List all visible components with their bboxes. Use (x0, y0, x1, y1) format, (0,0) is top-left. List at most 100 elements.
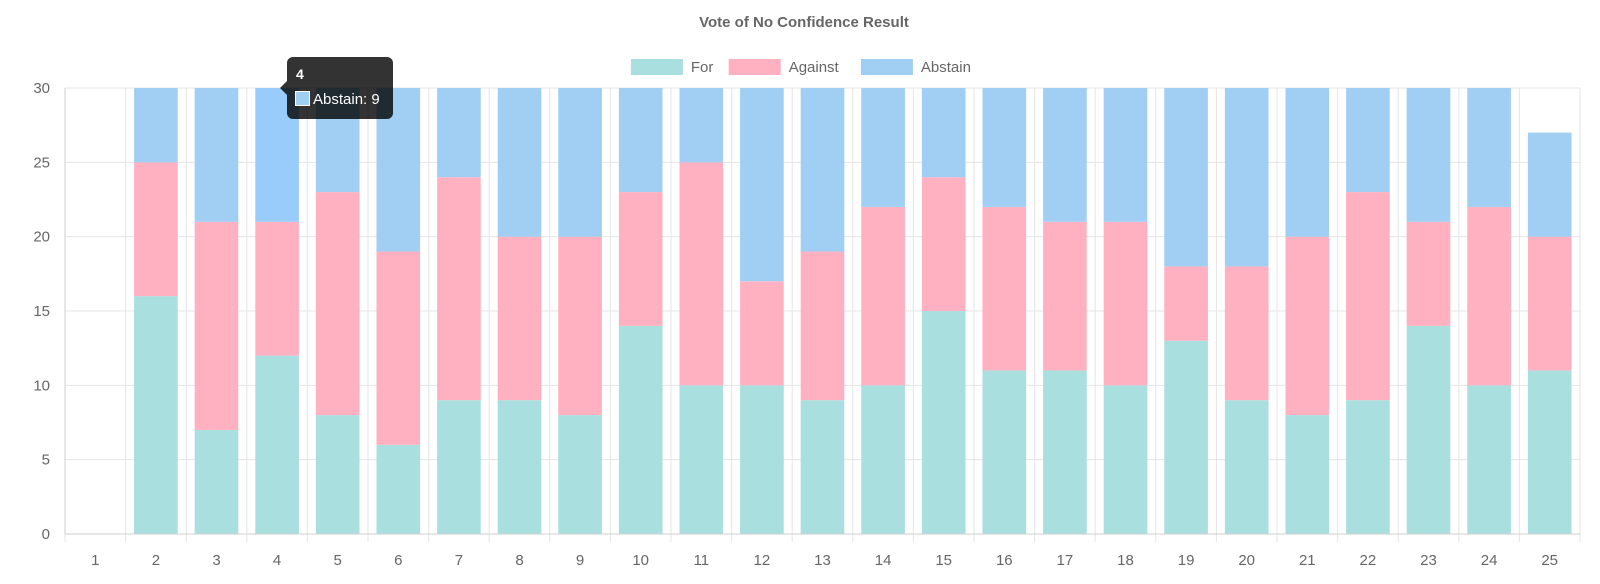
y-tick-label: 20 (33, 229, 50, 246)
bar-for-12[interactable] (740, 385, 784, 534)
bar-against-16[interactable] (982, 206, 1027, 371)
x-tick-label: 20 (1238, 552, 1255, 569)
x-tick-label: 22 (1360, 552, 1377, 569)
bar-against-21[interactable] (1285, 236, 1330, 416)
bar-for-9[interactable] (558, 415, 602, 534)
bar-against-14[interactable] (861, 206, 905, 386)
x-axis-ticks: 1 2 3 4 5 6 7 8 9 10 11 12 13 14 15 16 17 18 19 20 21 22 23 24 2… (91, 552, 1558, 569)
bar-for-15[interactable] (921, 311, 966, 534)
bar-for-24[interactable] (1467, 385, 1511, 534)
bar-for-7[interactable] (437, 400, 481, 534)
bar-against-15[interactable] (921, 177, 966, 311)
bar-against-7[interactable] (437, 177, 481, 401)
bar-for-16[interactable] (982, 370, 1027, 534)
bar-abstain-15[interactable] (921, 88, 966, 178)
tooltip-label: Abstain: 9 (313, 91, 380, 108)
legend-label: Against (789, 59, 840, 76)
bar-against-3[interactable] (194, 221, 239, 430)
bar-against-22[interactable] (1346, 192, 1390, 401)
x-tick-label: 5 (334, 552, 342, 569)
x-tick-label: 21 (1299, 552, 1316, 569)
bar-abstain-21[interactable] (1285, 88, 1330, 237)
bar-abstain-8[interactable] (497, 88, 542, 237)
bar-for-10[interactable] (618, 325, 663, 534)
bar-against-8[interactable] (497, 236, 542, 401)
x-tick-label: 10 (632, 552, 649, 569)
x-tick-label: 25 (1541, 552, 1558, 569)
x-tick-label: 1 (91, 552, 99, 569)
bar-for-8[interactable] (497, 400, 542, 534)
bar-abstain-18[interactable] (1103, 88, 1148, 222)
y-tick-label: 15 (33, 303, 50, 320)
bar-against-23[interactable] (1406, 221, 1451, 326)
bar-against-12[interactable] (740, 281, 784, 386)
bar-against-2[interactable] (134, 162, 178, 297)
x-tick-label: 16 (996, 552, 1013, 569)
bar-for-22[interactable] (1346, 400, 1390, 534)
bar-for-3[interactable] (194, 429, 239, 534)
bar-against-10[interactable] (618, 192, 663, 326)
bar-abstain-12[interactable] (740, 88, 784, 282)
x-tick-label: 19 (1178, 552, 1195, 569)
bar-for-14[interactable] (861, 385, 905, 534)
bar-for-5[interactable] (315, 415, 360, 534)
bar-abstain-24[interactable] (1467, 88, 1511, 207)
bar-for-19[interactable] (1164, 340, 1208, 534)
x-tick-label: 24 (1481, 552, 1498, 569)
x-tick-label: 7 (455, 552, 463, 569)
bar-against-25[interactable] (1527, 236, 1572, 371)
x-tick-label: 23 (1420, 552, 1437, 569)
legend-item-abstain[interactable]: Abstain (860, 59, 971, 76)
bar-abstain-14[interactable] (861, 88, 905, 207)
bar-abstain-2[interactable] (134, 88, 178, 163)
x-tick-label: 6 (394, 552, 402, 569)
bar-abstain-16[interactable] (982, 88, 1027, 207)
bar-against-18[interactable] (1103, 221, 1148, 386)
legend-item-for[interactable]: For (630, 59, 714, 76)
x-tick-label: 4 (273, 552, 281, 569)
bar-abstain-25[interactable] (1527, 132, 1572, 237)
bar-against-13[interactable] (800, 251, 845, 401)
bar-abstain-23[interactable] (1406, 88, 1451, 222)
bar-against-20[interactable] (1224, 266, 1269, 401)
bar-for-6[interactable] (376, 444, 421, 534)
bar-abstain-19[interactable] (1164, 88, 1208, 267)
x-tick-label: 11 (694, 552, 710, 569)
bar-for-4[interactable] (255, 355, 299, 534)
bar-for-18[interactable] (1103, 385, 1148, 534)
bar-for-11[interactable] (679, 385, 724, 534)
legend-label: For (691, 59, 714, 76)
y-tick-label: 30 (33, 80, 50, 97)
bar-against-6[interactable] (376, 251, 421, 445)
bar-against-5[interactable] (315, 192, 360, 416)
bar-abstain-7[interactable] (437, 88, 481, 178)
bar-against-19[interactable] (1164, 266, 1208, 341)
y-tick-label: 0 (42, 526, 50, 543)
bar-abstain-10[interactable] (618, 88, 663, 193)
bar-for-23[interactable] (1406, 325, 1451, 534)
legend: For Against Abstain (630, 59, 971, 76)
bar-against-9[interactable] (558, 236, 602, 416)
x-tick-label: 13 (814, 552, 831, 569)
bar-abstain-13[interactable] (800, 88, 845, 252)
bar-abstain-22[interactable] (1346, 88, 1390, 193)
bar-abstain-9[interactable] (558, 88, 602, 237)
x-tick-label: 9 (576, 552, 584, 569)
bar-against-17[interactable] (1043, 221, 1087, 371)
bar-abstain-11[interactable] (679, 88, 724, 163)
bar-for-17[interactable] (1043, 370, 1087, 534)
bar-abstain-17[interactable] (1043, 88, 1087, 222)
x-tick-label: 3 (212, 552, 220, 569)
axes (64, 88, 1580, 535)
legend-item-against[interactable]: Against (728, 59, 840, 76)
bar-against-24[interactable] (1467, 206, 1511, 386)
bar-against-4[interactable] (255, 221, 299, 356)
bar-for-21[interactable] (1285, 415, 1330, 534)
bar-abstain-3[interactable] (194, 88, 239, 222)
bar-for-13[interactable] (800, 400, 845, 534)
bar-for-2[interactable] (134, 296, 178, 534)
bar-for-25[interactable] (1527, 370, 1572, 534)
bar-abstain-20[interactable] (1224, 88, 1269, 267)
bar-for-20[interactable] (1224, 400, 1269, 534)
bar-against-11[interactable] (679, 162, 724, 386)
